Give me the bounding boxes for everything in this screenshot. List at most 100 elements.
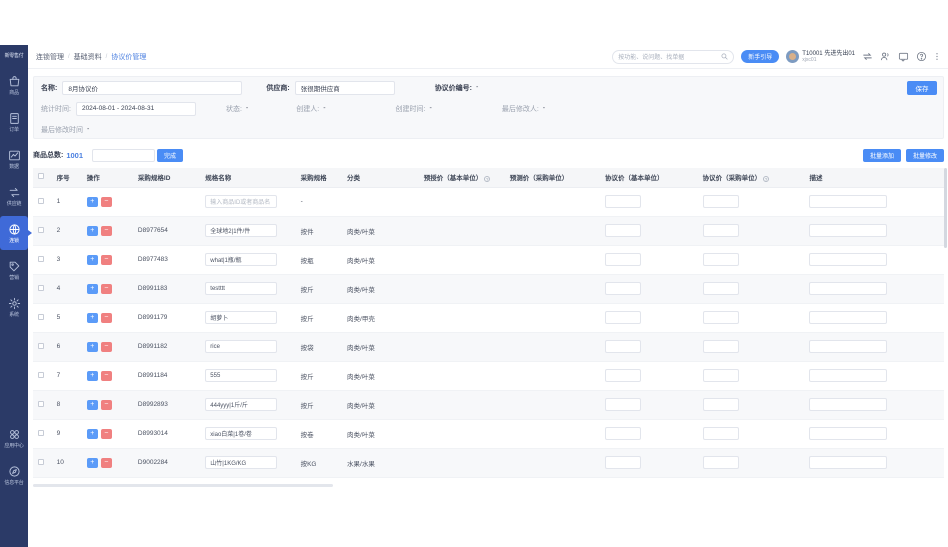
row-spec-name[interactable]: 555 [200,361,296,391]
delete-row-button[interactable]: − [100,283,112,294]
vertical-scrollbar[interactable] [944,168,947,483]
row-agreed-base[interactable] [600,390,698,420]
delete-row-button[interactable]: − [100,399,112,410]
row-select-cell[interactable] [33,245,52,275]
row-description[interactable] [804,216,944,246]
spec-name-input[interactable]: 全球地2|1件/件 [205,224,278,237]
agreed-purchase-input[interactable] [702,456,739,469]
delete-row-button[interactable]: − [100,254,112,265]
description-input[interactable] [809,253,888,266]
row-select-cell[interactable] [33,448,52,478]
row-spec-name[interactable]: 胡萝卜 [200,303,296,333]
row-checkbox[interactable] [38,400,44,407]
add-row-button[interactable]: + [86,370,98,381]
row-description[interactable] [804,332,944,362]
add-row-button[interactable]: + [86,457,98,468]
row-spec-name[interactable]: 全球地2|1件/件 [200,216,296,246]
agreed-base-input[interactable] [605,456,641,469]
row-checkbox[interactable] [38,429,44,436]
agreed-base-input[interactable] [605,369,641,382]
more-icon[interactable] [934,51,940,62]
description-input[interactable] [809,195,888,208]
agreed-base-input[interactable] [605,427,641,440]
spec-name-input[interactable]: 胡萝卜 [205,311,278,324]
info-icon[interactable]: ? [484,175,491,182]
delete-row-button[interactable]: − [100,312,112,323]
select-all-checkbox[interactable] [38,173,44,180]
row-agreed-purchase[interactable] [697,303,805,333]
row-agreed-purchase[interactable] [697,332,805,362]
sidebar-item-4[interactable]: 供应链 [0,179,28,213]
agreed-purchase-input[interactable] [702,369,739,382]
add-row-button[interactable]: + [86,312,98,323]
sidebar-item-7[interactable]: 系统 [0,290,28,324]
description-input[interactable] [809,282,888,295]
row-select-cell[interactable] [33,361,52,391]
horizontal-scrollbar[interactable] [33,484,944,487]
hscrollbar-thumb[interactable] [33,484,333,487]
row-spec-name[interactable]: 444yyy|1斤/斤 [200,390,296,420]
agreed-base-input[interactable] [605,253,641,266]
row-actions[interactable]: + − [81,187,133,217]
row-spec-name[interactable]: xiao白菜|1卷/卷 [200,419,296,449]
row-agreed-purchase[interactable] [697,274,805,304]
row-select-cell[interactable] [33,332,52,362]
agreed-purchase-input[interactable] [702,311,739,324]
agreed-purchase-input[interactable] [702,253,739,266]
row-description[interactable] [804,419,944,449]
row-description[interactable] [804,187,944,217]
row-agreed-purchase[interactable] [697,448,805,478]
agreed-base-input[interactable] [605,340,641,353]
row-agreed-base[interactable] [600,448,698,478]
batch-add-button[interactable]: 批量添加 [862,148,901,162]
people-icon[interactable] [880,51,891,62]
message-icon[interactable] [898,51,909,62]
row-description[interactable] [804,448,944,478]
date-range-input[interactable]: 2024-08-01 - 2024-08-31 [75,101,196,116]
row-agreed-purchase[interactable] [697,361,805,391]
row-actions[interactable]: + − [81,419,133,449]
agreed-purchase-input[interactable] [702,340,739,353]
delete-row-button[interactable]: − [100,196,112,207]
row-agreed-purchase[interactable] [697,419,805,449]
row-checkbox[interactable] [38,226,44,233]
confirm-button[interactable]: 完成 [157,148,184,162]
row-actions[interactable]: + − [81,303,133,333]
row-spec-name[interactable]: rice [200,332,296,362]
sidebar-item-1[interactable]: 商品 [0,68,28,102]
name-input[interactable]: 8月协议价 [62,80,243,95]
row-actions[interactable]: + − [81,448,133,478]
row-select-cell[interactable] [33,216,52,246]
add-row-button[interactable]: + [86,254,98,265]
spec-name-input[interactable]: 山竹|1KG/KG [205,456,278,469]
add-row-button[interactable]: + [86,283,98,294]
row-select-cell[interactable] [33,390,52,420]
row-checkbox[interactable] [38,371,44,378]
row-description[interactable] [804,245,944,275]
spec-name-input[interactable]: 555 [205,369,278,382]
sidebar-item-2[interactable]: 订单 [0,105,28,139]
description-input[interactable] [809,340,888,353]
sidebar-item-3[interactable]: 数据 [0,142,28,176]
row-agreed-base[interactable] [600,216,698,246]
row-spec-name[interactable]: 输入商品ID或者商品名 [200,187,296,217]
row-spec-name[interactable]: what|1瓶/瓶 [200,245,296,275]
sidebar-item-6[interactable]: 营销 [0,253,28,287]
agreed-purchase-input[interactable] [702,282,739,295]
spec-name-input[interactable]: xiao白菜|1卷/卷 [205,427,278,440]
row-actions[interactable]: + − [81,332,133,362]
row-checkbox[interactable] [38,197,44,204]
spec-name-input[interactable]: rice [205,340,278,353]
row-agreed-base[interactable] [600,419,698,449]
row-agreed-purchase[interactable] [697,216,805,246]
save-button[interactable]: 保存 [907,81,937,95]
select-all-header[interactable] [33,168,52,188]
agreed-purchase-input[interactable] [702,195,739,208]
row-select-cell[interactable] [33,274,52,304]
row-agreed-base[interactable] [600,332,698,362]
row-description[interactable] [804,361,944,391]
guide-button[interactable]: 新手引导 [741,50,780,63]
add-row-button[interactable]: + [86,225,98,236]
row-description[interactable] [804,390,944,420]
row-spec-name[interactable]: testttt [200,274,296,304]
